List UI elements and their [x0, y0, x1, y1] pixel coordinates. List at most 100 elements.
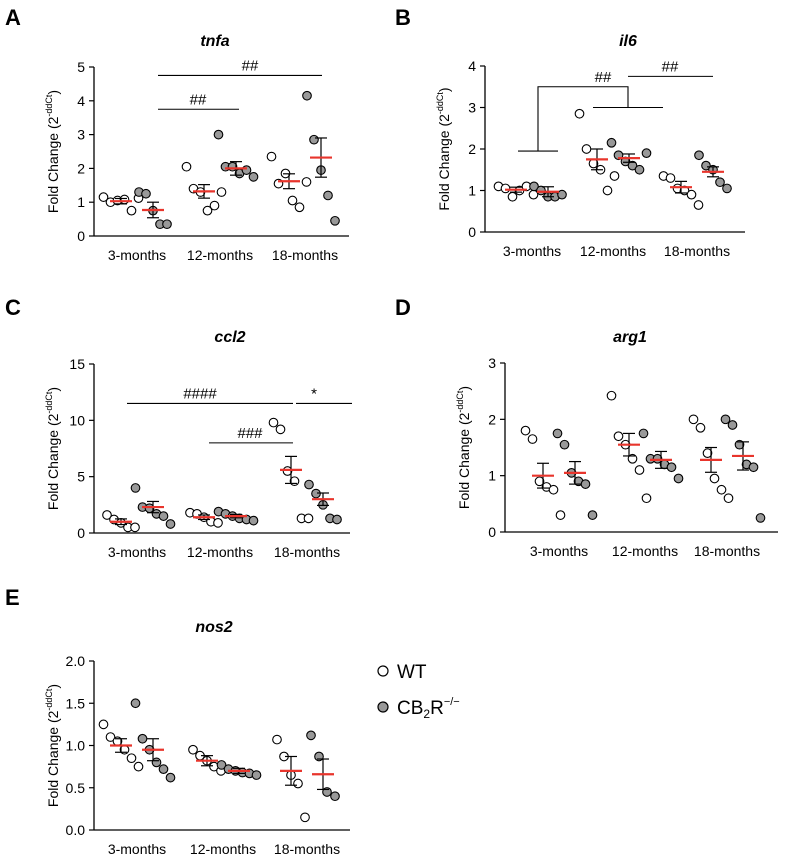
data-point: [534, 476, 545, 487]
y-tick-label: 0: [468, 224, 476, 240]
data-point: [330, 215, 340, 226]
y-tick-label: 0.0: [66, 822, 86, 838]
data-point: [520, 425, 531, 436]
legend-ko-marker: [377, 701, 389, 713]
data-point: [701, 160, 711, 171]
data-point: [275, 424, 286, 435]
data-point: [251, 770, 262, 780]
data-point: [309, 134, 319, 145]
data-point: [165, 772, 176, 783]
data-point: [294, 202, 305, 213]
y-tick-label: 2: [77, 160, 85, 176]
x-tick-label: 12-months: [580, 243, 646, 259]
data-point: [130, 698, 141, 709]
data-point: [304, 479, 314, 490]
y-tick-label: 1.0: [66, 738, 86, 754]
data-point: [602, 185, 613, 196]
data-point: [500, 183, 511, 194]
panel-letter: D: [395, 295, 411, 320]
data-point: [332, 514, 342, 525]
data-point: [213, 129, 224, 140]
data-point: [306, 730, 316, 741]
data-point: [126, 753, 137, 764]
data-point: [302, 90, 312, 101]
data-point: [555, 510, 566, 520]
data-point: [536, 185, 546, 196]
data-point: [209, 200, 220, 211]
y-tick-label: 0: [77, 525, 85, 541]
data-point: [574, 108, 585, 119]
data-point: [634, 465, 645, 475]
y-axis-label: Fold Change (2-ddCt): [435, 87, 452, 210]
data-point: [213, 518, 223, 528]
x-tick-label: 12-months: [612, 543, 678, 559]
data-point: [734, 439, 745, 450]
data-point: [727, 420, 738, 430]
y-tick-label: 5: [77, 469, 85, 485]
data-point: [686, 189, 697, 200]
data-point: [507, 191, 518, 202]
data-point: [720, 414, 731, 425]
x-tick-label: 3-months: [108, 544, 166, 560]
data-point: [638, 428, 649, 439]
x-tick-label: 18-months: [694, 543, 760, 559]
data-point: [694, 150, 704, 161]
data-point: [715, 177, 725, 188]
data-point: [716, 484, 727, 495]
chart-title: arg1: [613, 329, 647, 346]
data-point: [587, 510, 598, 520]
data-point: [141, 188, 151, 199]
y-axis-label: Fold Change (2-ddCt): [44, 387, 61, 510]
y-tick-label: 0: [488, 524, 496, 540]
data-point: [300, 812, 310, 823]
x-tick-label: 3-months: [503, 243, 561, 259]
data-point: [693, 200, 704, 210]
significance-label: ####: [183, 385, 217, 402]
chart-title: tnfa: [200, 33, 229, 50]
legend-ko-label: CB2R−/−: [397, 696, 460, 721]
data-point: [181, 161, 192, 172]
data-point: [748, 462, 759, 473]
data-point: [755, 513, 766, 523]
x-tick-label: 3-months: [108, 247, 166, 263]
y-tick-label: 1.5: [66, 695, 86, 711]
data-point: [98, 719, 109, 730]
panel-letter: A: [5, 5, 21, 30]
y-tick-label: 2: [468, 141, 476, 157]
data-point: [695, 422, 706, 433]
significance-label: ##: [662, 58, 679, 75]
data-point: [287, 195, 298, 206]
data-point: [641, 148, 652, 158]
data-point: [627, 160, 638, 171]
data-point: [158, 764, 169, 775]
panel-letter: E: [5, 585, 20, 610]
y-tick-label: 3: [488, 355, 496, 371]
chart-title: il6: [619, 33, 637, 50]
data-point: [323, 190, 333, 201]
y-tick-label: 0.5: [66, 780, 86, 796]
data-point: [133, 761, 144, 772]
data-point: [548, 484, 559, 495]
data-point: [666, 462, 677, 473]
y-tick-label: 1: [468, 183, 476, 199]
data-point: [673, 473, 684, 484]
x-tick-label: 3-months: [530, 543, 588, 559]
data-point: [268, 417, 279, 428]
significance-label: *: [311, 385, 317, 402]
data-point: [606, 137, 617, 148]
y-tick-label: 10: [69, 412, 85, 428]
legend-ko-r: R: [430, 698, 444, 719]
y-tick-label: 2.0: [66, 653, 86, 669]
data-point: [529, 181, 539, 192]
data-point: [248, 515, 259, 526]
significance-bracket: [518, 86, 663, 152]
data-point: [634, 164, 645, 175]
y-tick-label: 15: [69, 356, 85, 372]
y-tick-label: 0: [77, 228, 85, 244]
data-point: [581, 144, 592, 154]
data-point: [641, 493, 652, 504]
data-point: [102, 510, 112, 520]
legend-wt-label: WT: [397, 662, 427, 683]
